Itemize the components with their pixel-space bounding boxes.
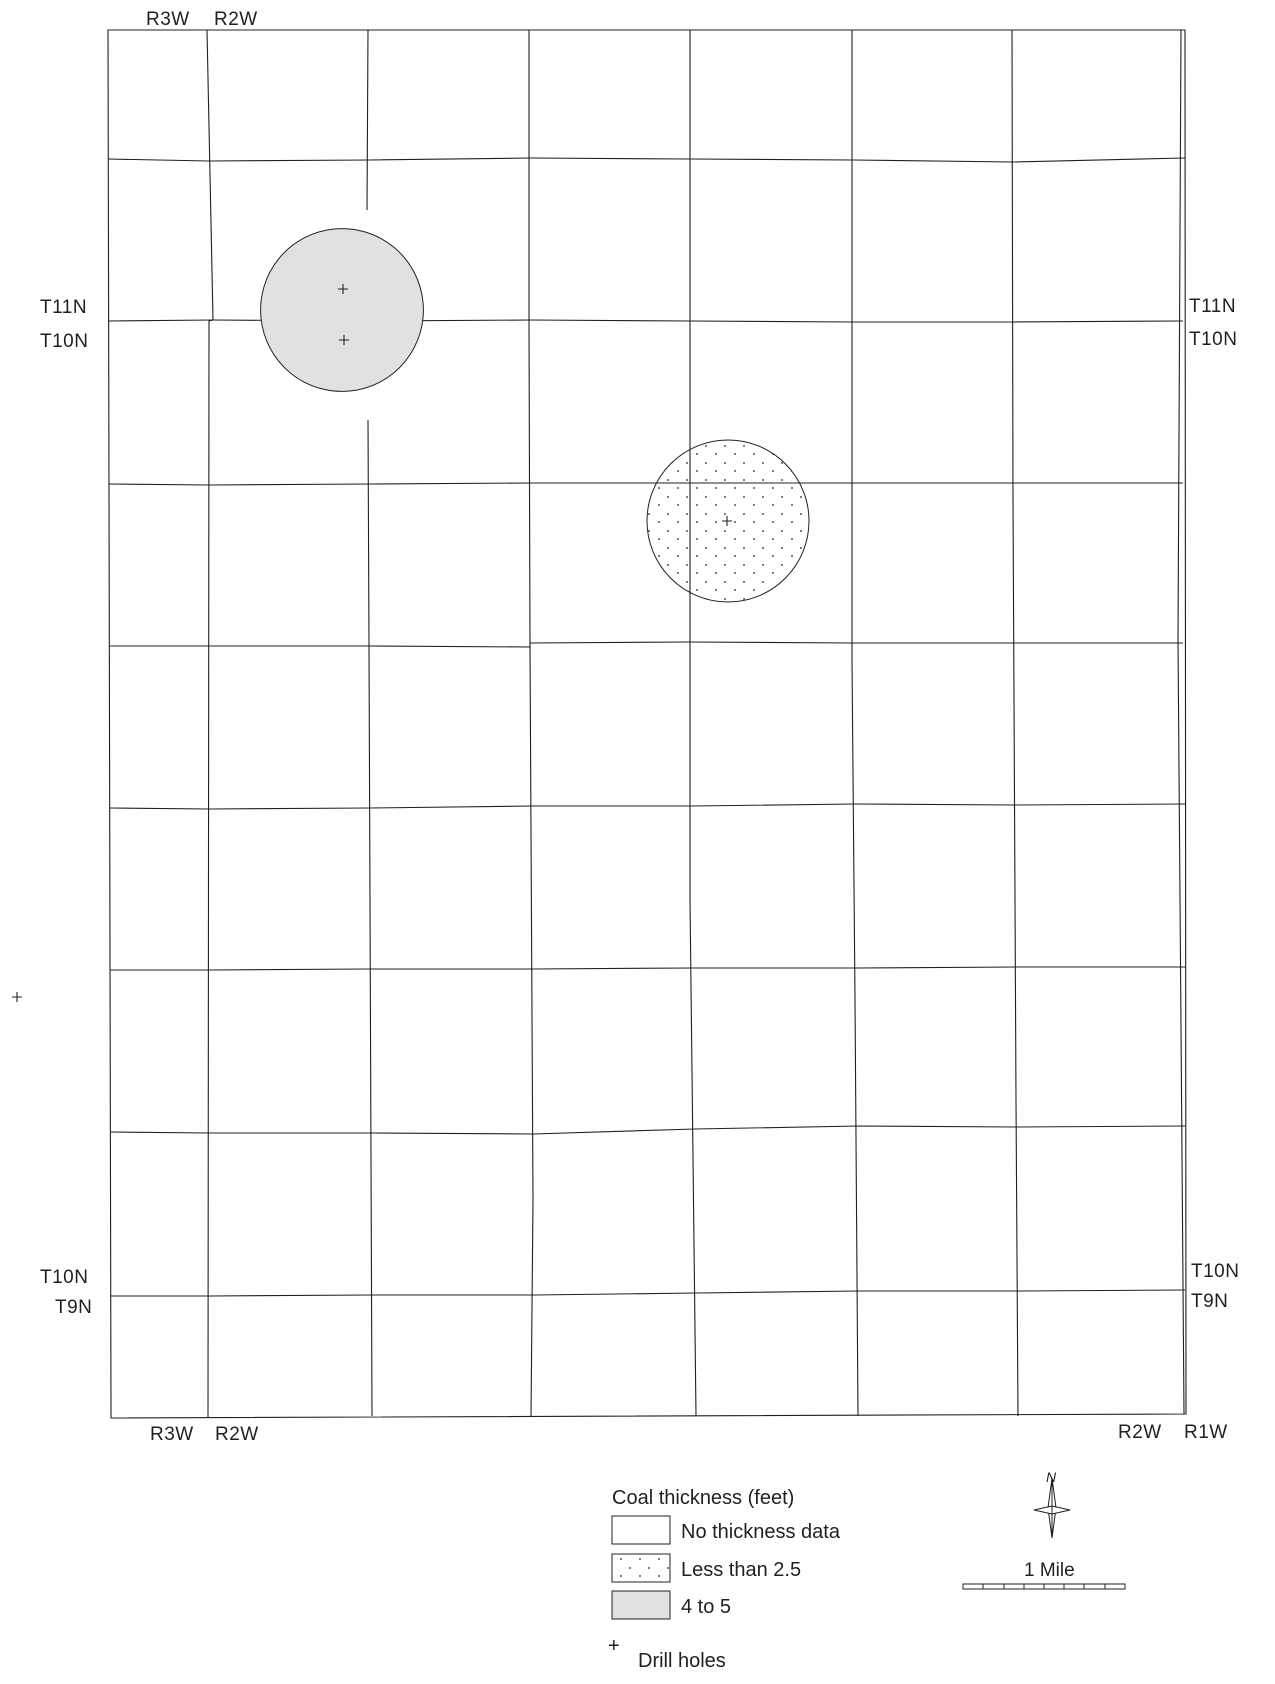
label-r3w-top: R3W [146,9,190,30]
label-r3w-bottom: R3W [150,1424,194,1445]
drill-holes [12,284,732,1002]
scale-bar: 1 Mile [962,1560,1126,1590]
label-r2w-bottom-right: R2W [1118,1422,1162,1443]
label-r2w-bottom: R2W [215,1424,259,1445]
label-t10n-left-lower: T10N [40,1267,88,1288]
label-t11n-right: T11N [1189,296,1236,317]
drill-hole-1 [338,284,348,294]
legend-swatch-4-to-5 [611,1590,671,1620]
label-r2w-top: R2W [214,9,258,30]
legend-label-drill-holes: Drill holes [638,1650,726,1672]
drill-hole-2 [339,335,349,345]
legend-drill-hole-symbol: + [608,1635,620,1657]
drill-hole-3 [722,516,732,526]
label-t10n-left-upper: T10N [40,331,88,352]
legend-swatch-no-data [611,1515,671,1545]
legend-label-no-data: No thickness data [681,1521,841,1543]
legend: Coal thickness (feet) No thickness data … [608,1487,841,1672]
label-t11n-left: T11N [40,297,87,318]
north-arrow-icon: N [1033,1469,1071,1539]
label-t9n-left: T9N [55,1297,92,1318]
label-r1w-bottom-right: R1W [1184,1422,1228,1443]
section-grid [107,29,1187,1419]
map-boundary [107,29,1187,1419]
drill-hole-4 [12,992,22,1002]
north-label: N [1046,1469,1057,1485]
legend-label-less-than-2-5: Less than 2.5 [681,1559,801,1581]
label-t9n-right: T9N [1191,1291,1228,1312]
legend-title: Coal thickness (feet) [612,1487,794,1509]
thickness-area-4-to-5 [260,228,424,392]
scale-bar-label: 1 Mile [1024,1560,1075,1581]
label-t10n-right-lower: T10N [1191,1261,1239,1282]
legend-swatch-less-than-2-5 [611,1553,671,1583]
label-t10n-right-upper: T10N [1189,329,1237,350]
legend-label-4-to-5: 4 to 5 [681,1596,731,1618]
